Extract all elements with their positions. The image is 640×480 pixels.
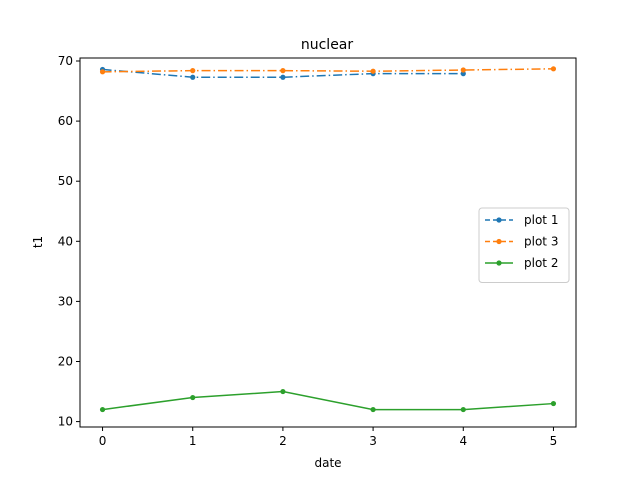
series-line [102,68,554,73]
series-layer [99,66,557,413]
data-point [370,68,376,74]
legend-entry: plot 3 [485,235,558,249]
series-plot-2 [99,388,557,413]
legend-marker [496,217,502,223]
y-tick-label: 50 [58,174,73,188]
x-tick-label: 3 [369,434,377,448]
x-tick-label: 5 [550,434,558,448]
legend-entry: plot 2 [485,256,558,270]
data-point [99,69,106,75]
x-tick-label: 2 [279,434,287,448]
legend-box [478,207,570,283]
data-point [99,406,106,413]
data-point [460,67,466,73]
y-axis-label: t1 [31,236,45,248]
legend-marker [496,260,502,266]
data-point [190,74,196,80]
data-point [280,388,286,395]
y-tick-label: 10 [58,415,73,429]
x-axis-label: date [314,456,341,470]
data-point [550,400,557,407]
series-line [102,390,554,411]
x-tick-label: 0 [99,434,107,448]
data-point [280,68,286,74]
y-tick-label: 70 [58,54,73,68]
data-point [280,74,286,80]
x-tick-label: 4 [459,434,467,448]
data-point [460,71,466,77]
data-point [460,406,466,413]
x-axis: 0 1 2 3 4 5 [99,427,558,448]
legend-label: plot 2 [524,256,558,270]
series-line [102,68,464,78]
data-point [190,394,196,401]
data-point [550,66,557,72]
legend-label: plot 1 [524,213,558,227]
y-tick-label: 60 [58,114,73,128]
y-tick-label: 30 [58,294,73,308]
legend-entry: plot 1 [485,213,558,227]
y-tick-label: 40 [58,234,73,248]
legend-marker [496,238,502,245]
y-tick-label: 20 [58,354,73,368]
series-plot-3 [99,66,557,75]
data-point [370,406,376,413]
y-axis: 10 20 30 40 50 60 70 [58,54,80,429]
x-tick-label: 1 [189,434,197,448]
data-point [190,68,196,74]
legend-label: plot 3 [524,235,558,249]
chart-title: nuclear [301,37,354,53]
legend: plot 1 plot 3 plot 2 [478,207,570,283]
